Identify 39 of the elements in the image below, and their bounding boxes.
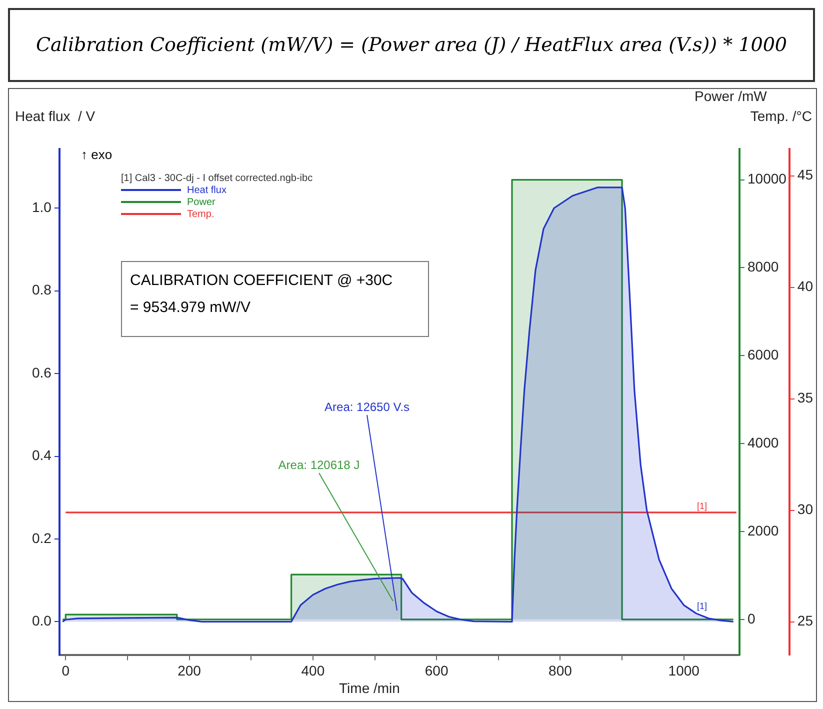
- y2-tick-label: 8000: [747, 258, 779, 275]
- annotation: CALIBRATION COEFFICIENT @ +30C: [130, 272, 394, 289]
- y2-tick-label: 4000: [747, 434, 779, 450]
- y3-tick-label: 25: [797, 612, 814, 629]
- x-tick-label: 800: [548, 662, 572, 678]
- y2-axis-title: Power /mW: [694, 88, 768, 104]
- annotation: ↑ exo: [81, 147, 112, 162]
- y3-tick-label: 45: [797, 166, 814, 183]
- y3-tick-label: 30: [797, 501, 814, 518]
- annotation: Area: 120618 J: [278, 458, 360, 472]
- y2-tick-label: 6000: [747, 346, 779, 362]
- x-tick-label: 0: [62, 662, 70, 678]
- y-tick-label: 1.0: [32, 199, 52, 215]
- x-tick-label: 400: [301, 662, 325, 678]
- legend-title: [1] Cal3 - 30C-dj - I offset corrected.ngb-ibc: [121, 173, 313, 184]
- y3-tick-label: 40: [797, 278, 814, 294]
- y3-axis-title: Temp. /°C: [750, 108, 812, 124]
- x-tick-label: 600: [424, 662, 448, 678]
- chart-title: Calibration Coefficient (mW/V) = (Power area (J) / HeatFlux area (V.s)) * 1000: [8, 8, 815, 82]
- annotation: = 9534.979 mW/V: [130, 299, 252, 316]
- y-tick-label: 0.0: [32, 612, 52, 629]
- annotation: Area: 12650 V.s: [324, 400, 410, 414]
- annotation: [1]: [697, 601, 708, 611]
- y-axis-title: Heat flux / V: [15, 108, 96, 124]
- y2-tick-label: 10000: [747, 170, 787, 187]
- y2-tick-label: 0: [747, 610, 756, 626]
- y-tick-label: 0.2: [32, 530, 52, 546]
- y2-tick-label: 2000: [747, 522, 779, 538]
- x-axis-title: Time /min: [339, 680, 400, 696]
- y-tick-label: 0.4: [32, 447, 52, 464]
- annotation: [1]: [697, 501, 708, 511]
- text: Heat flux: [187, 184, 226, 196]
- x-tick-label: 1000: [668, 662, 700, 678]
- y-tick-label: 0.6: [32, 364, 52, 380]
- y3-tick-label: 35: [797, 390, 814, 406]
- text: Temp.: [187, 208, 214, 220]
- x-tick-label: 200: [178, 662, 202, 678]
- y-tick-label: 0.8: [32, 282, 52, 298]
- text: Power: [187, 196, 216, 208]
